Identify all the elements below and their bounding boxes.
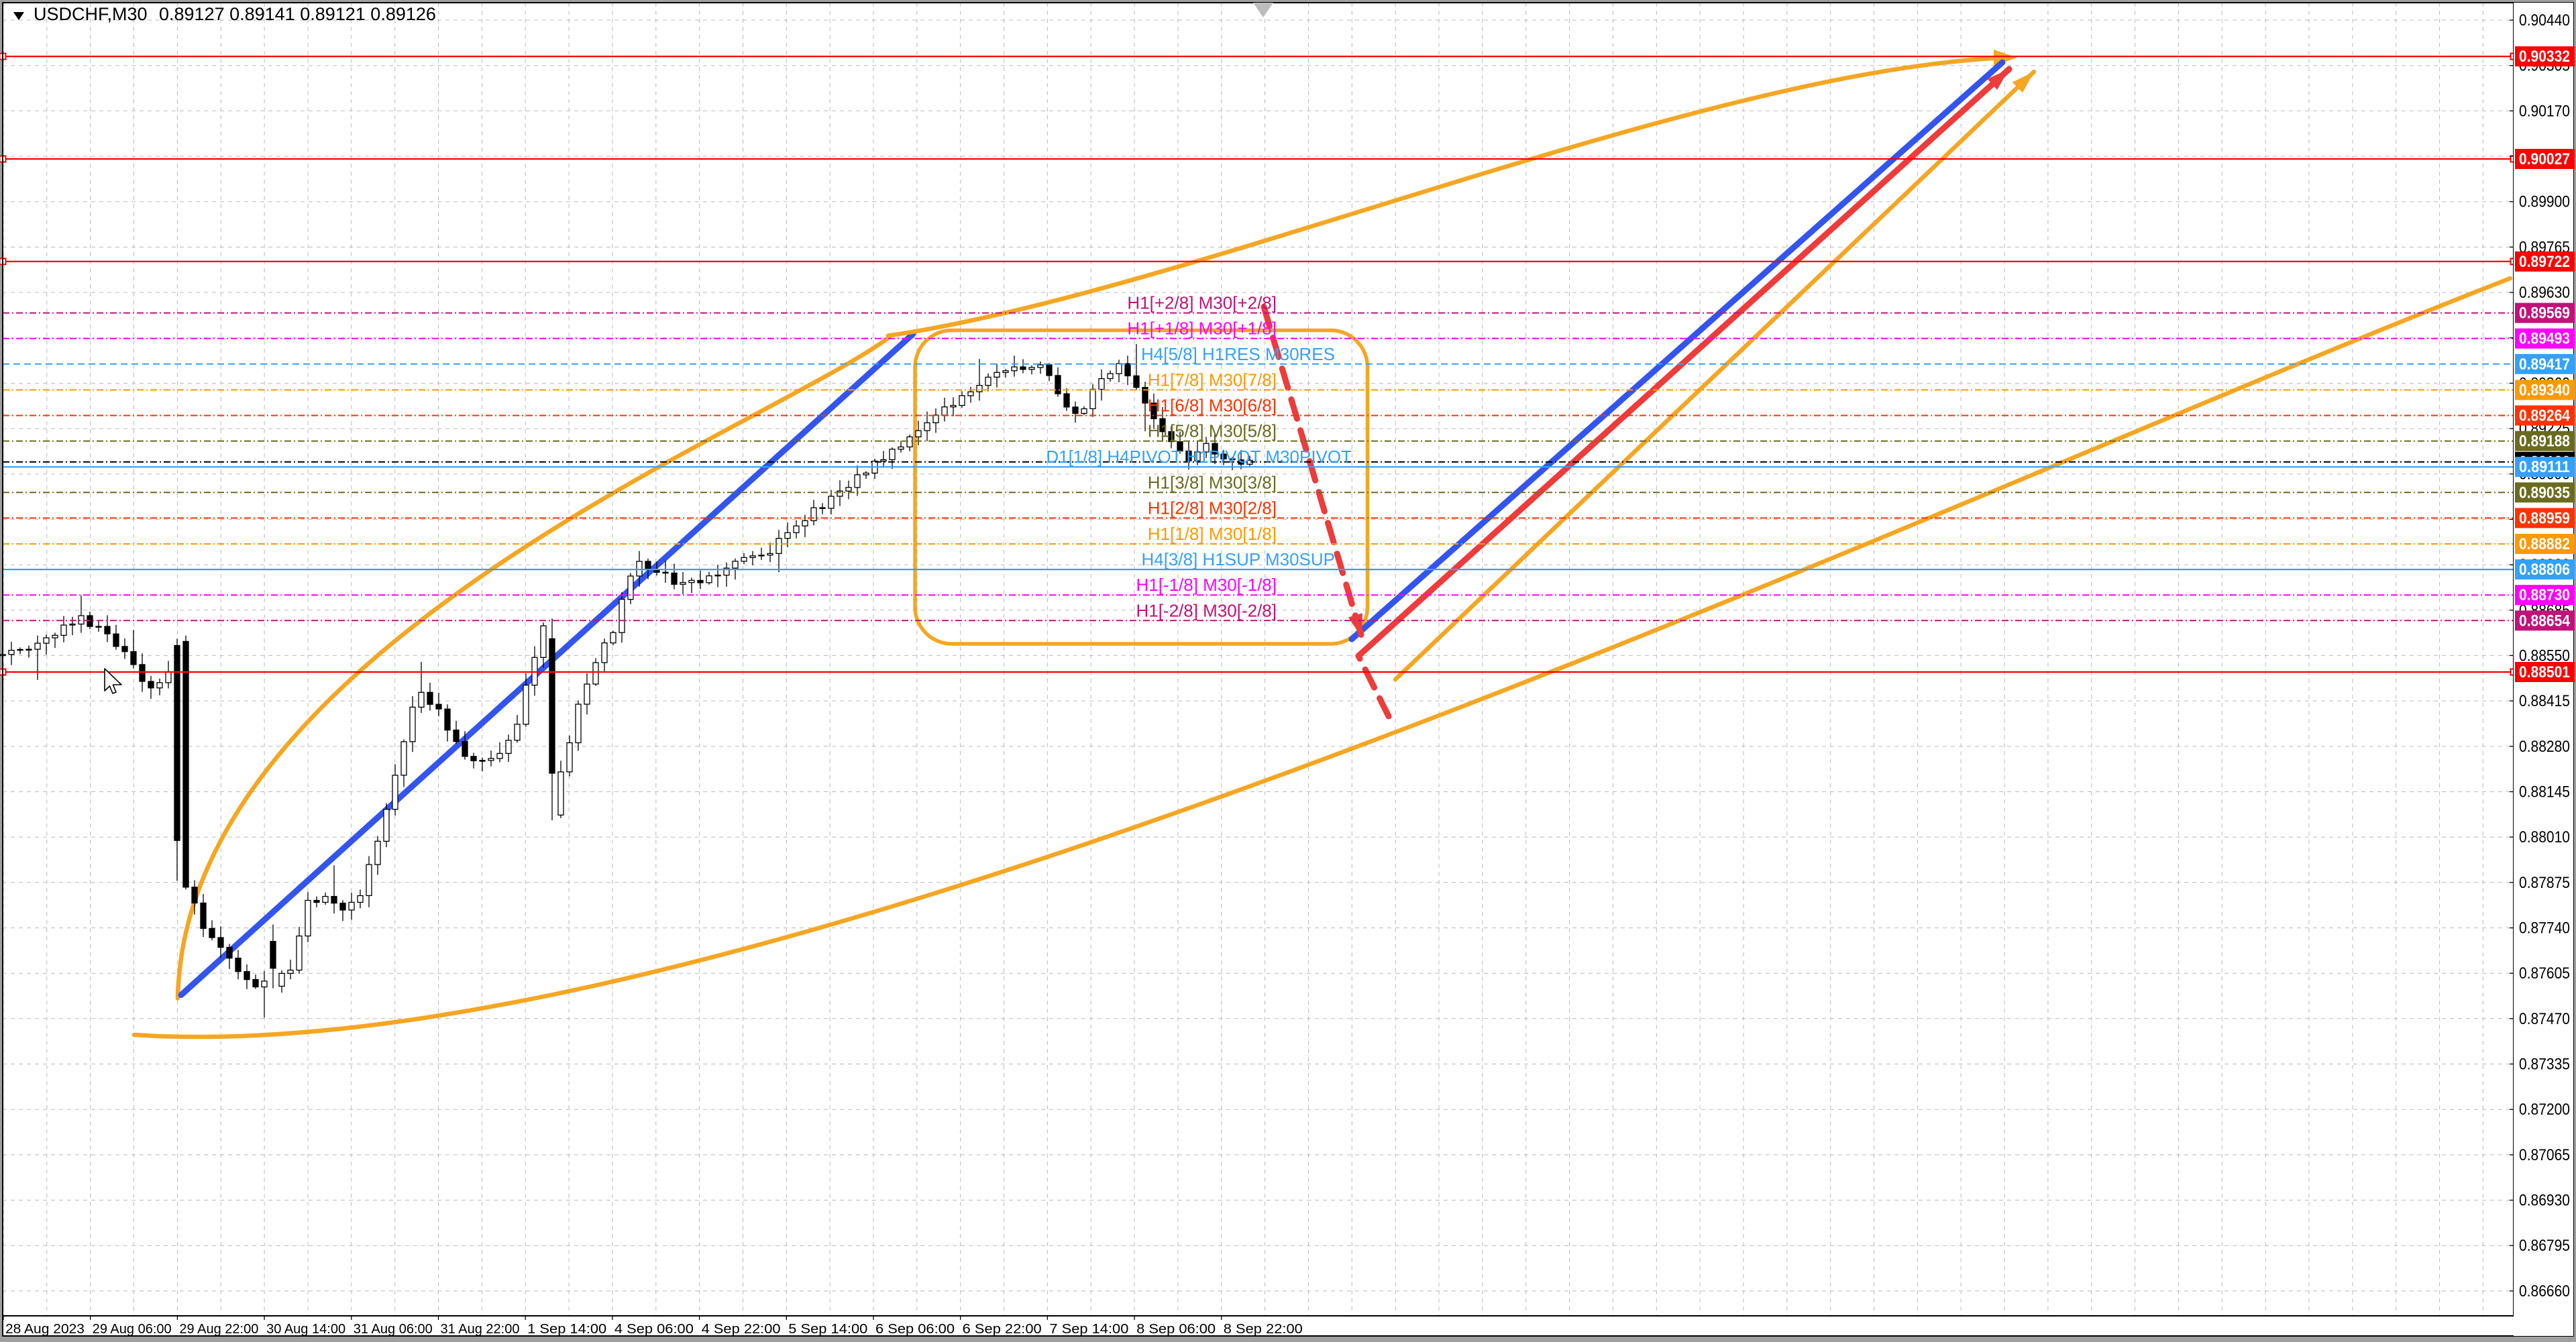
svg-text:5 Sep 14:00: 5 Sep 14:00 (788, 1322, 867, 1337)
svg-text:H1[6/8] M30[6/8]: H1[6/8] M30[6/8] (1148, 396, 1277, 416)
svg-text:H1[5/8] M30[5/8]: H1[5/8] M30[5/8] (1148, 421, 1277, 441)
svg-text:0.90170: 0.90170 (2519, 102, 2570, 120)
svg-text:8 Sep 22:00: 8 Sep 22:00 (1224, 1322, 1303, 1337)
svg-text:0.88806: 0.88806 (2519, 561, 2570, 579)
svg-text:0.86660: 0.86660 (2519, 1282, 2570, 1300)
svg-text:0.89111: 0.89111 (2519, 458, 2570, 476)
svg-text:0.88145: 0.88145 (2519, 783, 2570, 801)
svg-text:0.88010: 0.88010 (2519, 828, 2570, 846)
svg-text:H4[3/8] H1SUP M30SUP: H4[3/8] H1SUP M30SUP (1141, 549, 1335, 569)
svg-text:0.87065: 0.87065 (2519, 1146, 2570, 1164)
svg-text:4 Sep 06:00: 4 Sep 06:00 (614, 1322, 694, 1337)
svg-text:H1[2/8] M30[2/8]: H1[2/8] M30[2/8] (1148, 498, 1277, 518)
svg-text:0.89035: 0.89035 (2519, 484, 2570, 502)
svg-text:0.89417: 0.89417 (2519, 355, 2570, 374)
svg-text:0.89264: 0.89264 (2519, 407, 2571, 425)
svg-text:H1[1/8] M30[1/8]: H1[1/8] M30[1/8] (1148, 524, 1277, 544)
svg-text:0.87200: 0.87200 (2519, 1101, 2570, 1119)
svg-text:H1[+2/8] M30[+2/8]: H1[+2/8] M30[+2/8] (1127, 293, 1277, 313)
svg-text:H4[5/8] H1RES M30RES: H4[5/8] H1RES M30RES (1141, 344, 1335, 364)
svg-text:29 Aug 06:00: 29 Aug 06:00 (93, 1322, 172, 1337)
svg-text:29 Aug 22:00: 29 Aug 22:00 (179, 1322, 258, 1337)
svg-text:31 Aug 22:00: 31 Aug 22:00 (441, 1322, 520, 1337)
svg-text:0.89340: 0.89340 (2519, 381, 2570, 399)
svg-text:0.89722: 0.89722 (2519, 253, 2570, 271)
svg-text:H1[7/8] M30[7/8]: H1[7/8] M30[7/8] (1148, 370, 1277, 390)
svg-text:0.89493: 0.89493 (2519, 330, 2570, 348)
svg-text:USDCHF,M30: USDCHF,M30 (34, 4, 148, 24)
svg-text:0.87605: 0.87605 (2519, 964, 2570, 983)
svg-text:0.88882: 0.88882 (2519, 535, 2570, 553)
svg-text:31 Aug 06:00: 31 Aug 06:00 (354, 1322, 433, 1337)
svg-text:0.88280: 0.88280 (2519, 738, 2570, 756)
svg-text:0.86795: 0.86795 (2519, 1237, 2570, 1255)
svg-text:4 Sep 22:00: 4 Sep 22:00 (702, 1322, 781, 1337)
svg-text:H1[-1/8] M30[-1/8]: H1[-1/8] M30[-1/8] (1136, 575, 1277, 595)
svg-text:0.88654: 0.88654 (2519, 612, 2571, 630)
svg-text:0.90332: 0.90332 (2519, 48, 2570, 66)
svg-text:0.89630: 0.89630 (2519, 284, 2570, 302)
svg-text:0.88501: 0.88501 (2519, 663, 2570, 681)
svg-text:0.87470: 0.87470 (2519, 1010, 2570, 1028)
svg-text:0.89127 0.89141 0.89121 0.8912: 0.89127 0.89141 0.89121 0.89126 (159, 4, 436, 24)
svg-text:0.90027: 0.90027 (2519, 150, 2570, 168)
svg-text:6 Sep 06:00: 6 Sep 06:00 (875, 1322, 955, 1337)
svg-text:H1[-2/8] M30[-2/8]: H1[-2/8] M30[-2/8] (1136, 600, 1277, 620)
svg-text:8 Sep 06:00: 8 Sep 06:00 (1136, 1322, 1216, 1337)
svg-text:7 Sep 14:00: 7 Sep 14:00 (1049, 1322, 1128, 1337)
svg-text:0.90440: 0.90440 (2519, 11, 2570, 30)
svg-text:0.86930: 0.86930 (2519, 1192, 2570, 1210)
svg-text:0.88959: 0.88959 (2519, 509, 2570, 527)
svg-text:0.87740: 0.87740 (2519, 919, 2570, 938)
svg-text:0.89569: 0.89569 (2519, 304, 2570, 323)
svg-text:28 Aug 2023: 28 Aug 2023 (5, 1322, 85, 1337)
svg-text:D1[1/8] H4PIVOT H1PIVOT M30PIV: D1[1/8] H4PIVOT H1PIVOT M30PIVOT (1046, 447, 1352, 467)
svg-text:0.87335: 0.87335 (2519, 1056, 2570, 1074)
svg-text:H1[3/8] M30[3/8]: H1[3/8] M30[3/8] (1148, 472, 1277, 492)
svg-text:0.89188: 0.89188 (2519, 433, 2570, 451)
svg-text:0.87875: 0.87875 (2519, 874, 2570, 892)
svg-text:0.89900: 0.89900 (2519, 193, 2570, 211)
svg-text:0.88730: 0.88730 (2519, 586, 2570, 604)
svg-text:30 Aug 14:00: 30 Aug 14:00 (266, 1322, 345, 1337)
svg-text:6 Sep 22:00: 6 Sep 22:00 (963, 1322, 1042, 1337)
svg-text:0.88415: 0.88415 (2519, 692, 2570, 710)
svg-text:1 Sep 14:00: 1 Sep 14:00 (527, 1322, 606, 1337)
svg-text:H1[+1/8] M30[+1/8]: H1[+1/8] M30[+1/8] (1127, 319, 1277, 339)
